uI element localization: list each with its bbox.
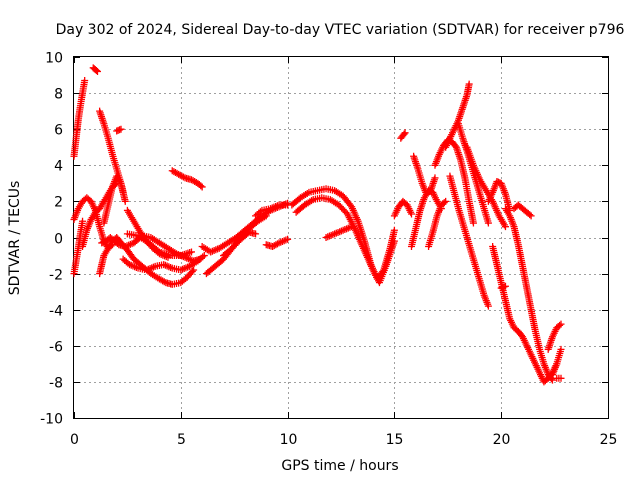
y-tick-labels: -10 -8 -6 -4 -2 0 2 4 6 8 10 bbox=[40, 51, 63, 428]
chart-title: Day 302 of 2024, Sidereal Day-to-day VTE… bbox=[56, 22, 625, 38]
grid bbox=[74, 57, 608, 418]
series-track-37 bbox=[497, 282, 509, 292]
plot-frame bbox=[73, 56, 609, 419]
y-tick-label: -6 bbox=[49, 340, 63, 356]
series-track-24 bbox=[397, 129, 409, 142]
x-axis-label: GPS time / hours bbox=[281, 458, 398, 474]
series-track-05 bbox=[89, 64, 101, 75]
y-tick-label: -10 bbox=[40, 412, 63, 428]
y-tick-label: 6 bbox=[54, 123, 63, 139]
series-track-35 bbox=[501, 205, 556, 384]
series-track-39 bbox=[548, 345, 565, 379]
series-track-18 bbox=[252, 201, 292, 220]
series-track-38 bbox=[544, 320, 565, 353]
series-track-22 bbox=[322, 223, 356, 241]
y-tick-label: -2 bbox=[49, 268, 63, 284]
x-tick-label: 20 bbox=[493, 432, 511, 448]
data-marks bbox=[70, 64, 565, 386]
y-tick-label: 8 bbox=[54, 87, 63, 103]
x-tick-label: 25 bbox=[600, 432, 618, 448]
series-track-13 bbox=[113, 125, 125, 135]
y-tick-label: -4 bbox=[49, 304, 63, 320]
x-tick-label: 10 bbox=[280, 432, 298, 448]
series-track-40 bbox=[553, 374, 565, 382]
x-tick-label: 0 bbox=[70, 432, 79, 448]
series-track-36 bbox=[510, 201, 535, 220]
series-track-19 bbox=[262, 235, 292, 251]
x-tick-label: 15 bbox=[386, 432, 404, 448]
x-tick-labels: 0 5 10 15 20 25 bbox=[70, 432, 617, 448]
series-track-27 bbox=[425, 197, 450, 251]
series-track-30 bbox=[446, 172, 492, 310]
y-tick-label: 10 bbox=[45, 51, 63, 67]
series-track-29 bbox=[442, 80, 473, 151]
series-track-17 bbox=[220, 228, 260, 260]
y-tick-label: 2 bbox=[54, 195, 63, 211]
y-tick-label: -8 bbox=[49, 376, 63, 392]
series-track-21 bbox=[292, 194, 398, 287]
x-tick-label: 5 bbox=[177, 432, 186, 448]
series-track-10 bbox=[119, 252, 208, 274]
series-track-02 bbox=[70, 217, 87, 278]
series-track-23 bbox=[390, 197, 415, 220]
y-tick-label: 0 bbox=[54, 232, 63, 248]
series-track-12 bbox=[123, 206, 172, 261]
series-track-07 bbox=[100, 172, 127, 227]
series-track-26 bbox=[410, 152, 439, 198]
series-track-28 bbox=[431, 136, 477, 227]
series-track-01 bbox=[70, 76, 89, 160]
y-tick-label: 4 bbox=[54, 159, 63, 175]
series-track-20 bbox=[288, 185, 398, 283]
series-track-14 bbox=[168, 167, 206, 191]
y-axis-label: SDTVAR / TECUs bbox=[7, 181, 23, 296]
